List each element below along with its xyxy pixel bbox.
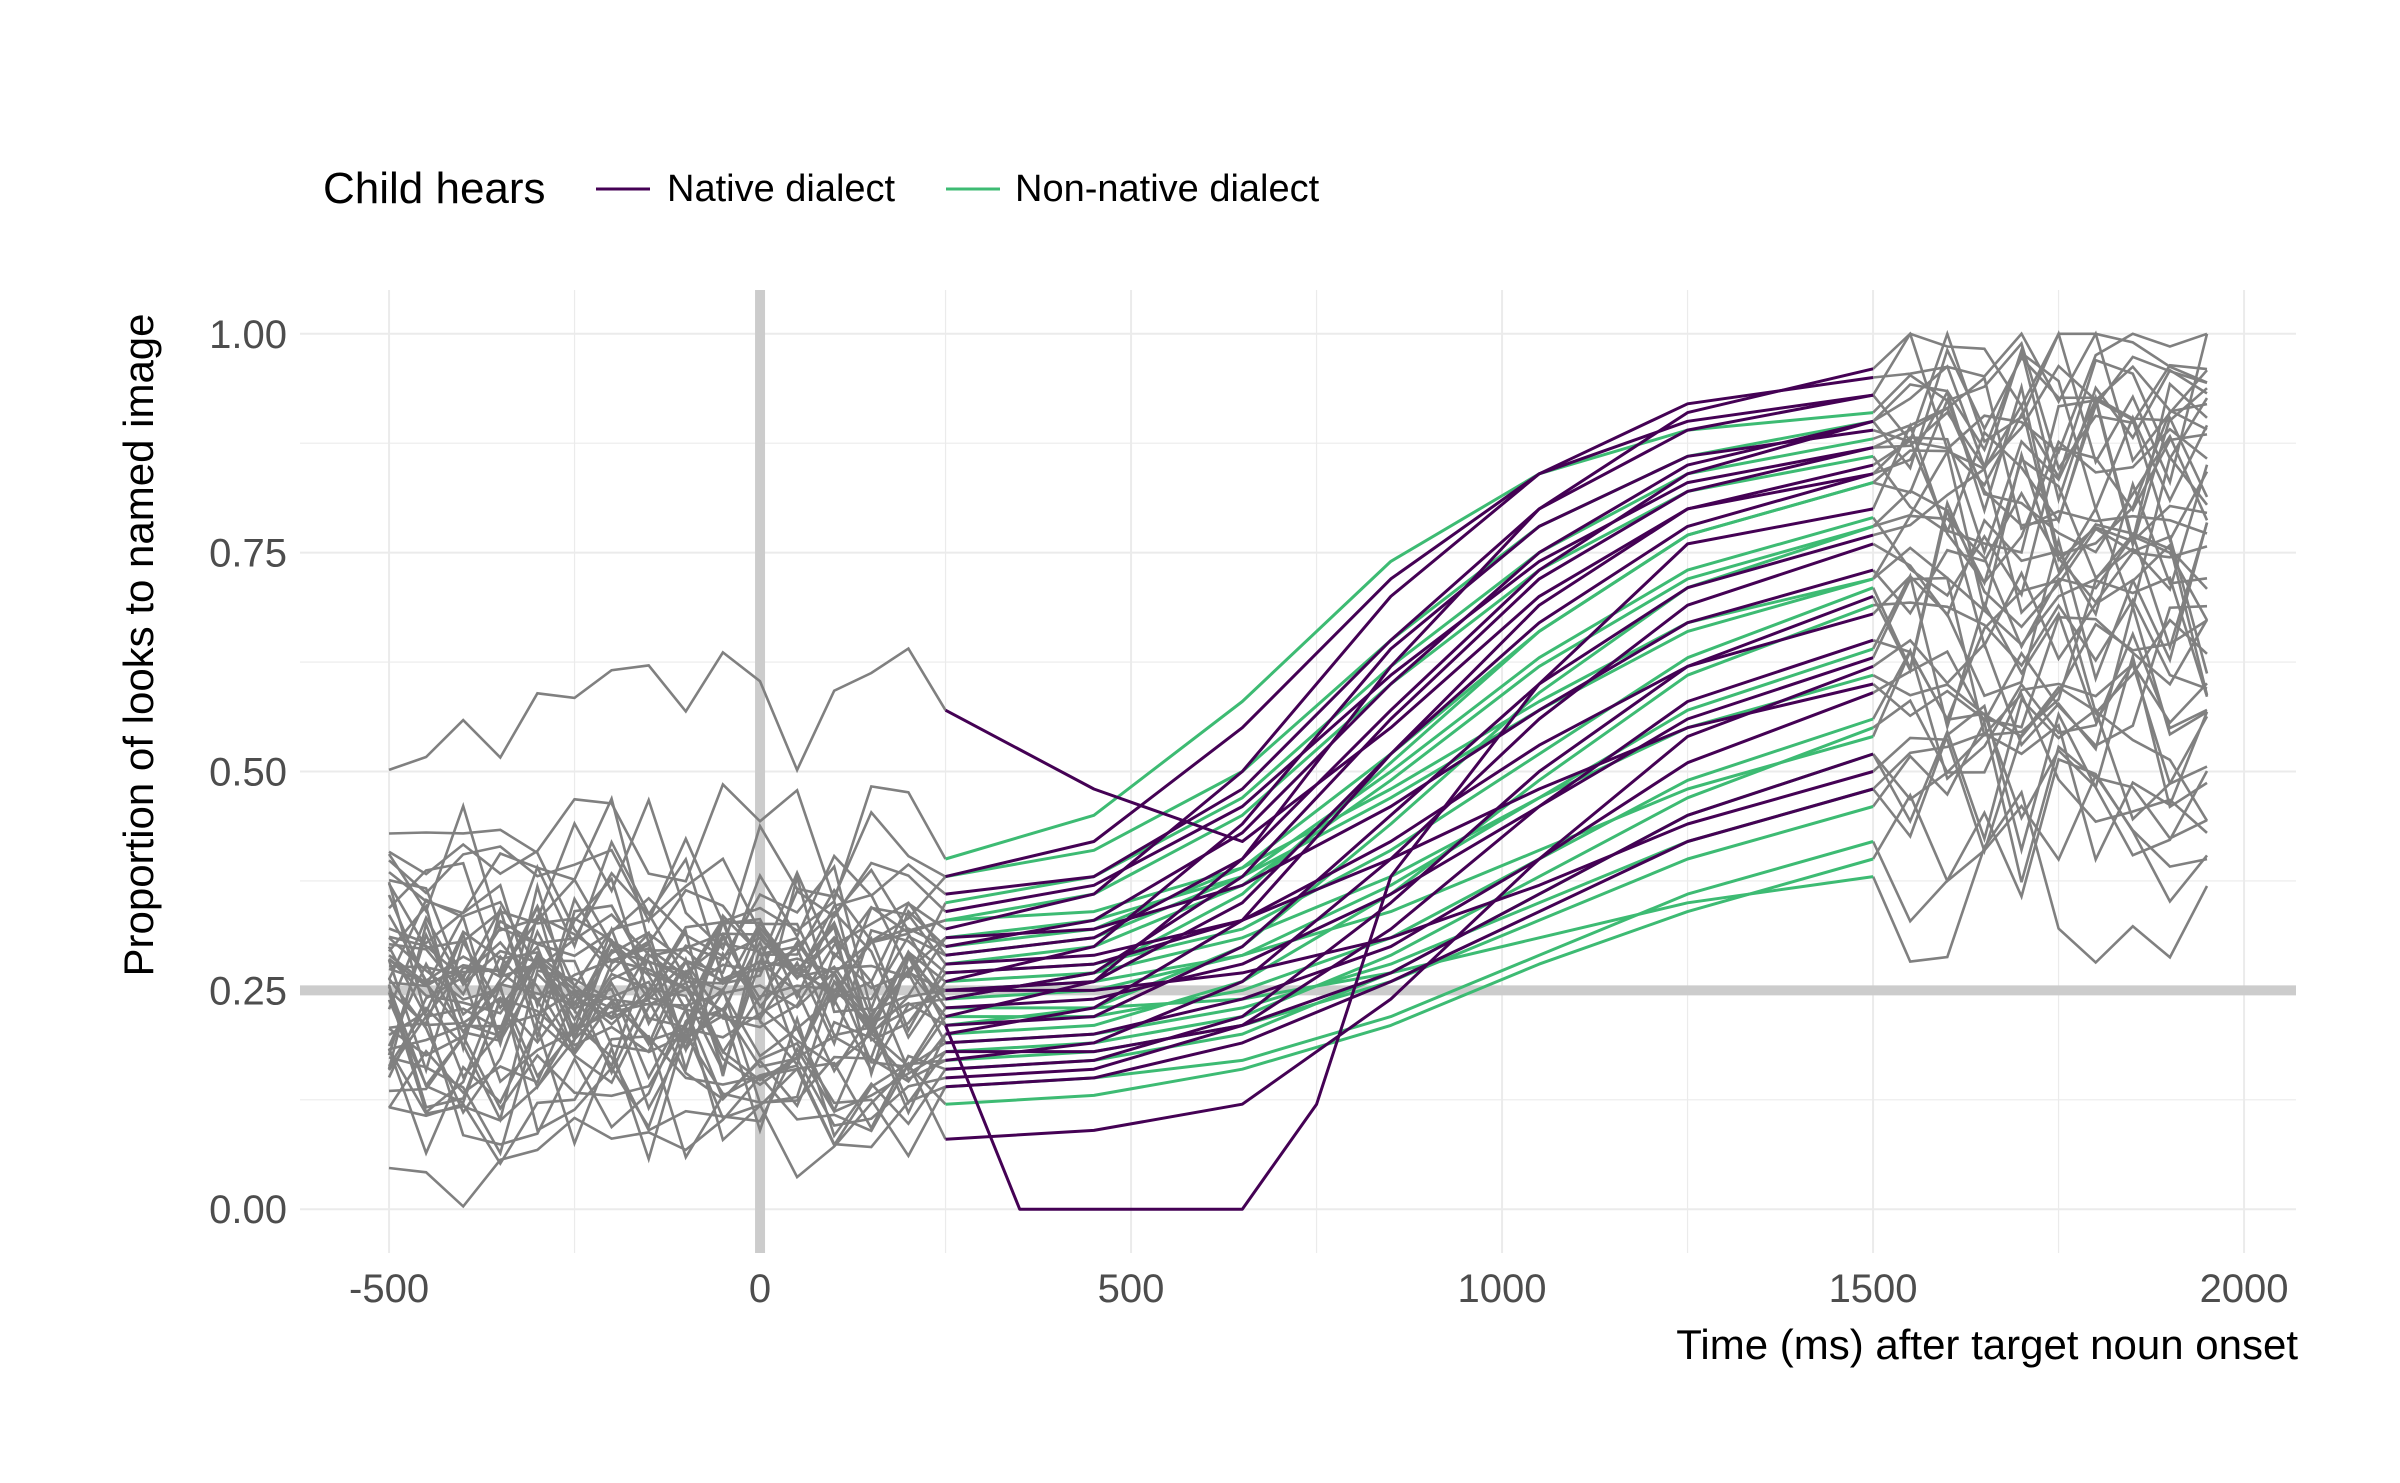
y-tick-label: 0.50 <box>209 751 287 795</box>
legend-title: Child hears <box>323 164 546 213</box>
context-line-post <box>1872 619 2208 739</box>
context-line-pre <box>387 796 947 952</box>
series-line-native <box>945 691 1874 1045</box>
context-line-post <box>1872 381 2208 541</box>
context-line-pre <box>388 989 947 1133</box>
series-line-native <box>945 367 1874 1019</box>
context-line-pre <box>388 1000 946 1157</box>
context-line-pre <box>388 929 946 1074</box>
series-line-native <box>945 664 1874 1141</box>
series-line-non-native <box>945 577 1874 922</box>
context-line-pre <box>387 984 947 1109</box>
series-line-native <box>944 507 1874 1211</box>
context-line-post <box>1872 396 2209 554</box>
context-line-pre <box>387 838 946 1001</box>
context-line-post <box>1872 718 2208 883</box>
context-lines <box>387 329 2209 1209</box>
context-line-post <box>1871 630 2208 781</box>
context-line-post <box>1871 789 2209 965</box>
context-line-post <box>1872 711 2209 864</box>
series-line-native <box>945 752 1874 1054</box>
series-line-native <box>945 533 1874 1027</box>
series-line-native <box>945 419 1874 957</box>
series-line-native <box>945 376 1874 931</box>
context-line-post <box>1872 480 2208 619</box>
series-line-native <box>944 472 1874 843</box>
context-line-post <box>1871 757 2209 924</box>
context-line-pre <box>388 856 947 990</box>
y-tick-label: 0.00 <box>209 1188 287 1232</box>
context-line-post <box>1872 433 2208 598</box>
context-line-post <box>1872 661 2208 786</box>
y-tick-label: 1.00 <box>209 313 287 357</box>
legend-label-native: Native dialect <box>667 168 896 210</box>
context-line-pre <box>388 863 947 1013</box>
series-line-native <box>945 428 1874 984</box>
series-line-native <box>945 787 1874 1089</box>
x-axis-title: Time (ms) after target noun onset <box>1676 1321 2298 1368</box>
context-line-pre <box>387 1023 947 1180</box>
series-line-native <box>945 393 1874 879</box>
series-line-native <box>945 393 1874 896</box>
context-line-post <box>1872 466 2208 615</box>
tick-labels: -500 0 500 1000 1500 2000 0.00 0.25 0.50 0.75 1.00 <box>209 313 2288 1311</box>
context-line-pre <box>388 904 947 1042</box>
context-line-post <box>1873 364 2208 470</box>
context-line-post <box>1871 422 2208 585</box>
context-line-post <box>1872 692 2208 834</box>
series-line-native <box>945 446 1874 914</box>
context-line-post <box>1873 597 2208 690</box>
context-line-post <box>1871 772 2208 884</box>
series-line-native <box>945 656 1874 1010</box>
x-tick-label: 1500 <box>1829 1267 1918 1311</box>
context-line-post <box>1872 601 2208 752</box>
context-line-pre <box>387 999 947 1139</box>
legend: Child hears Native dialect Non-native di… <box>323 164 1320 213</box>
legend-label-non-native: Non-native dialect <box>1015 168 1320 210</box>
context-line-pre <box>387 1005 947 1159</box>
series-line-native <box>945 419 1874 949</box>
context-line-post <box>1872 402 2208 563</box>
y-tick-label: 0.75 <box>209 532 287 576</box>
series-line-native <box>945 638 1874 1080</box>
context-line-post <box>1871 514 2209 650</box>
context-line-post <box>1872 448 2209 613</box>
context-line-post <box>1871 332 2208 409</box>
y-axis-title: Proportion of looks to named image <box>115 313 162 976</box>
series-line-native <box>945 446 1874 1001</box>
y-tick-label: 0.25 <box>209 969 287 1013</box>
x-tick-label: 1000 <box>1458 1267 1547 1311</box>
context-line-post <box>1872 345 2208 505</box>
context-line-post <box>1871 648 2208 822</box>
context-line-post <box>1872 331 2208 455</box>
series-line-native <box>945 542 1874 1062</box>
x-tick-label: 500 <box>1098 1267 1165 1311</box>
series-line-non-native <box>945 857 1874 1106</box>
context-line-post <box>1872 351 2209 513</box>
x-tick-label: 2000 <box>2200 1267 2289 1311</box>
series-line-non-native <box>945 735 1874 992</box>
x-tick-label: -500 <box>349 1267 429 1311</box>
context-line-post <box>1871 572 2208 732</box>
series-line-native <box>945 612 1874 975</box>
x-tick-label: 0 <box>749 1267 771 1311</box>
context-line-pre <box>388 856 946 997</box>
context-line-pre <box>387 882 947 1029</box>
context-line-post <box>1872 457 2209 592</box>
context-line-pre <box>388 954 947 1093</box>
series-line-native <box>945 770 1874 992</box>
series-lines <box>944 367 1874 1211</box>
context-line-pre <box>387 931 946 1081</box>
context-line-pre <box>388 1061 947 1209</box>
context-line-post <box>1872 522 2209 652</box>
context-line-pre <box>388 646 947 774</box>
series-line-native <box>945 568 1874 940</box>
